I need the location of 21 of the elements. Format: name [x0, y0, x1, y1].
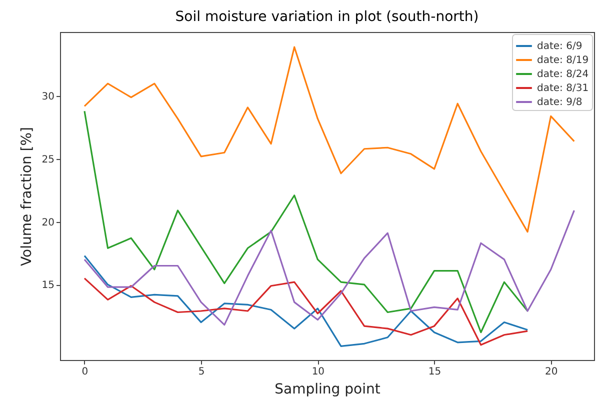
- line-series: [84, 278, 528, 346]
- y-tick-label: 20: [42, 217, 54, 228]
- x-tick-label: 15: [428, 366, 442, 378]
- y-tick-label: 25: [42, 154, 54, 166]
- legend-label: date: 8/19: [537, 55, 589, 66]
- chart-title: Soil moisture variation in plot (south-north): [175, 9, 479, 25]
- line-series: [84, 110, 528, 334]
- legend-label: date: 8/24: [537, 69, 589, 80]
- legend-label: date: 6/9: [537, 41, 582, 52]
- x-tick-label: 0: [82, 366, 88, 378]
- x-tick-label: 20: [544, 366, 558, 378]
- x-tick-label: 10: [312, 366, 325, 378]
- y-tick-label: 15: [42, 280, 54, 292]
- line-series: [84, 254, 528, 347]
- line-series: [84, 210, 575, 326]
- y-axis-title: Volume fraction [%]: [18, 127, 35, 266]
- x-tick-label: 5: [198, 366, 205, 378]
- x-axis-title: Sampling point: [274, 382, 381, 398]
- legend-label: date: 8/31: [537, 83, 589, 94]
- legend-label: date: 9/8: [537, 97, 582, 108]
- y-tick-label: 30: [42, 92, 54, 103]
